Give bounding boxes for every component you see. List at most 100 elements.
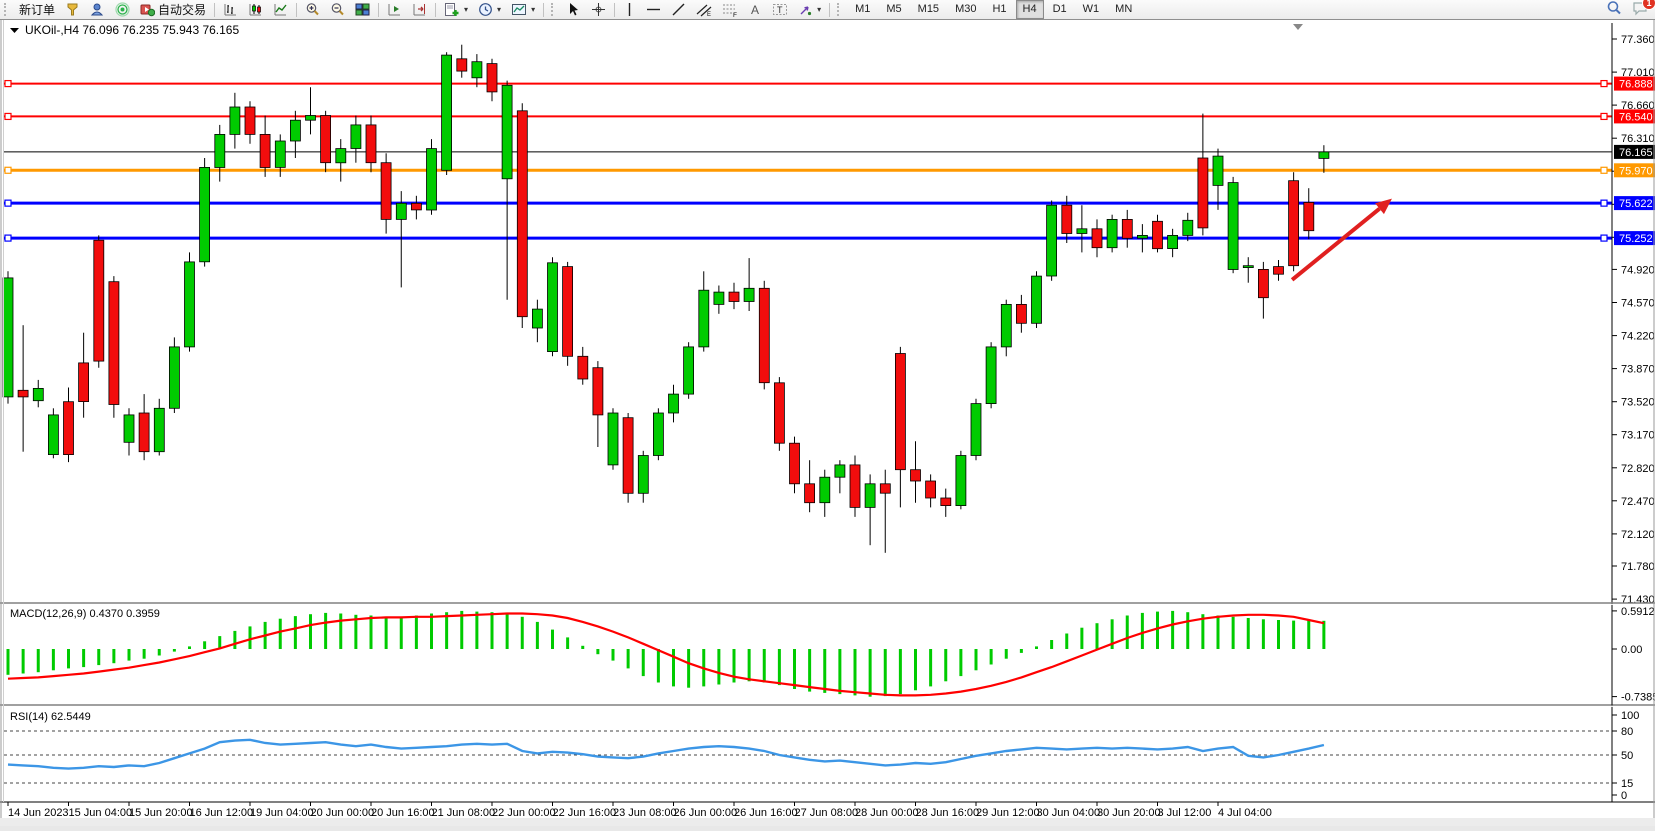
time-label: 15 Jun 04:00 <box>69 807 133 819</box>
svg-text:75.252: 75.252 <box>1619 233 1653 245</box>
toolbar-separator <box>614 2 616 17</box>
signal-icon[interactable] <box>110 0 135 20</box>
crosshair-icon[interactable] <box>586 0 611 20</box>
symbol-dropdown-icon <box>10 28 19 33</box>
candle <box>1121 218 1133 239</box>
trend-arrow[interactable] <box>1290 198 1392 282</box>
candle <box>168 346 180 409</box>
cursor-icon[interactable] <box>561 0 586 20</box>
time-label: 23 Jun 08:00 <box>613 807 677 819</box>
timeframe-M15[interactable]: M15 <box>917 3 940 15</box>
timeframe-H4[interactable]: H4 <box>1015 0 1044 19</box>
candle <box>925 480 936 499</box>
period-button[interactable]: ▾ <box>473 0 506 20</box>
candle <box>910 469 921 482</box>
candle <box>532 308 543 329</box>
new-order-button[interactable]: 新订单 <box>14 0 60 20</box>
resistance-line-1-anchor[interactable] <box>1600 79 1608 88</box>
svg-text:76.540: 76.540 <box>1619 111 1653 123</box>
chart-canvas[interactable]: 77.36077.01076.66076.31075.96075.61075.2… <box>0 20 1655 826</box>
toolbar-drag-handle[interactable] <box>551 3 558 16</box>
chart-plot-area[interactable] <box>0 20 1655 818</box>
candle <box>274 140 286 168</box>
svg-text:80: 80 <box>1621 726 1633 738</box>
resistance-line-1-anchor[interactable] <box>4 79 12 88</box>
candle <box>229 106 241 135</box>
timeframe-M1[interactable]: M1 <box>855 3 871 15</box>
timeframe-M30[interactable]: M30 <box>955 3 977 15</box>
vertical-line-icon[interactable] <box>618 0 641 20</box>
line-chart-icon[interactable] <box>268 0 293 20</box>
toolbar-drag-handle[interactable] <box>837 3 844 16</box>
candle <box>214 134 226 168</box>
toolbar-separator <box>829 2 831 17</box>
notification-badge: 1 <box>1642 0 1655 10</box>
template-button[interactable]: ▾ <box>506 0 540 20</box>
bar-chart-icon[interactable] <box>218 0 243 20</box>
add-indicator-button[interactable]: ▾ <box>439 0 473 20</box>
resistance-line-2-anchor[interactable] <box>4 112 12 121</box>
chart-title[interactable]: UKOil-,H4 76.096 76.235 75.943 76.165 <box>10 23 239 37</box>
candle <box>108 281 120 405</box>
rsi-line <box>7 738 1325 770</box>
search-icon[interactable] <box>1606 0 1622 19</box>
chat-icon[interactable]: 1 <box>1632 0 1655 19</box>
toolbar-separator <box>378 2 380 17</box>
horizontal-line-icon[interactable] <box>641 0 666 20</box>
candle <box>970 403 982 456</box>
svg-text:E: E <box>707 12 711 17</box>
fibonacci-icon[interactable]: F <box>717 0 743 20</box>
support-line-1-anchor[interactable] <box>4 199 12 207</box>
funnel-icon[interactable] <box>60 0 85 20</box>
zoom-out-icon[interactable] <box>325 0 350 20</box>
candle <box>1182 219 1194 236</box>
timeframe-MN[interactable]: MN <box>1115 3 1133 15</box>
account-icon[interactable] <box>85 0 110 20</box>
svg-text:0: 0 <box>1621 790 1627 802</box>
svg-text:50: 50 <box>1621 750 1633 762</box>
candle <box>683 346 694 395</box>
timeframe-M5[interactable]: M5 <box>886 3 902 15</box>
label-icon[interactable]: T <box>767 0 793 20</box>
time-label: 22 Jun 00:00 <box>492 807 556 819</box>
time-label: 20 Jun 16:00 <box>371 807 435 819</box>
timeframe-W1[interactable]: W1 <box>1082 3 1100 15</box>
chart-shift-icon[interactable] <box>407 0 432 20</box>
tile-windows-icon[interactable] <box>350 0 375 20</box>
toolbar-separator <box>214 2 216 17</box>
svg-text:74.220: 74.220 <box>1621 331 1655 343</box>
candle <box>789 442 800 485</box>
toolbar-drag-handle[interactable] <box>4 3 11 16</box>
chart-window: 77.36077.01076.66076.31075.96075.61075.2… <box>0 20 1655 826</box>
candle <box>78 362 89 402</box>
arrows-icon[interactable]: ▾ <box>793 0 826 20</box>
pivot-line-anchor[interactable] <box>4 166 12 174</box>
channel-icon[interactable]: E <box>691 0 717 20</box>
support-line-2-anchor[interactable] <box>1600 234 1608 242</box>
svg-text:77.010: 77.010 <box>1621 67 1655 79</box>
candle <box>1273 266 1284 275</box>
text-icon[interactable]: A <box>743 0 767 20</box>
trendline-icon[interactable] <box>666 0 691 20</box>
time-label: 3 Jul 12:00 <box>1158 807 1212 819</box>
resistance-line-2-anchor[interactable] <box>1600 112 1608 121</box>
candle <box>895 353 906 471</box>
support-line-2-anchor[interactable] <box>4 234 12 242</box>
time-label: 14 Jun 2023 <box>8 807 69 819</box>
candlestick-chart-icon[interactable] <box>243 0 268 20</box>
support-line-1-anchor[interactable] <box>1600 199 1608 207</box>
candle <box>199 166 211 263</box>
timeframe-H1[interactable]: H1 <box>992 3 1007 15</box>
pivot-line-anchor[interactable] <box>1600 166 1608 174</box>
svg-text:74.570: 74.570 <box>1621 298 1655 310</box>
autotrade-button[interactable]: 自动交易 <box>135 0 211 20</box>
zoom-in-icon[interactable] <box>300 0 325 20</box>
price-axis[interactable]: 77.36077.01076.66076.31075.96075.61075.2… <box>1611 23 1655 802</box>
candle <box>335 148 347 164</box>
chart-autoscroll-icon[interactable] <box>382 0 407 20</box>
time-label: 30 Jun 20:00 <box>1097 807 1161 819</box>
candle <box>380 162 392 220</box>
chevron-down-icon: ▾ <box>497 5 502 14</box>
timeframe-D1[interactable]: D1 <box>1052 3 1067 15</box>
